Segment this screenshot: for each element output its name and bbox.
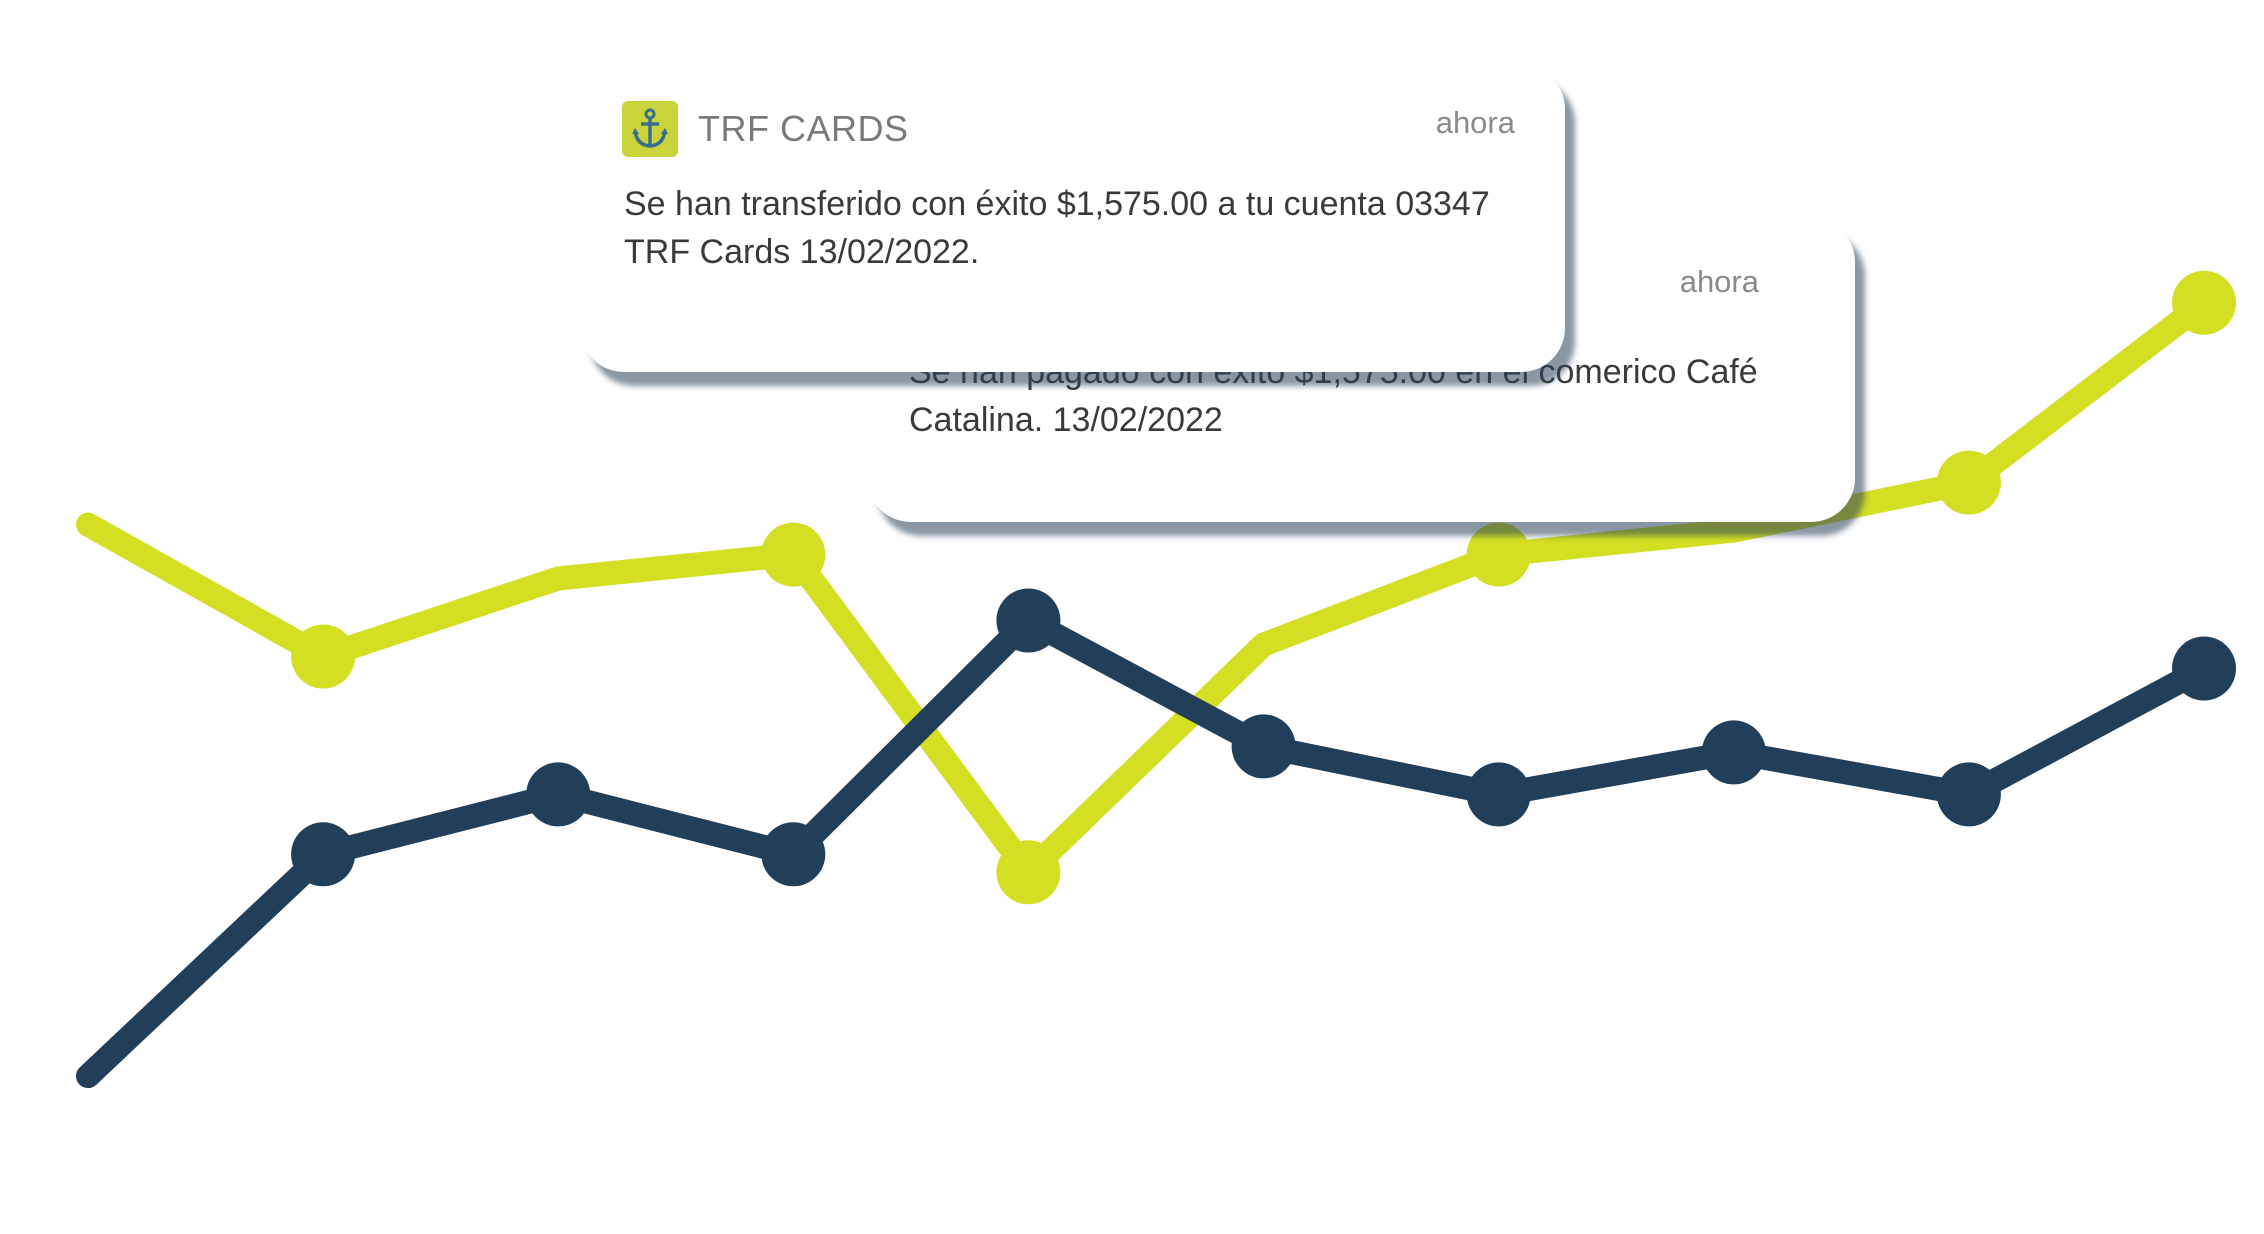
notification-message: Se han transferido con éxito $1,575.00 a… (624, 185, 1490, 271)
series-2-point-4 (761, 822, 826, 887)
series-2-point-9 (1936, 762, 2001, 827)
series-2-point-5 (996, 588, 1061, 653)
notification-time: ahora (1679, 264, 1759, 299)
series-1-point-5 (996, 840, 1061, 905)
series-1-point-2 (291, 624, 356, 689)
series-2-point-7 (1466, 762, 1531, 827)
series-2-point-3 (526, 762, 591, 827)
series-2 (76, 588, 2236, 1089)
series-2-point-10 (2172, 636, 2236, 701)
series-2-line (76, 608, 2216, 1089)
series-1 (76, 270, 2236, 905)
series-1-point-10 (2172, 270, 2236, 335)
series-1-point-7 (1466, 522, 1531, 587)
anchor-icon (622, 101, 678, 157)
notification-app-header: TRF CARDS (622, 101, 909, 157)
series-2-point-6 (1231, 714, 1296, 779)
notification-time: ahora (1435, 105, 1515, 140)
transfer-notification[interactable]: TRF CARDS ahora Se han transferido con é… (580, 65, 1565, 372)
series-2-point-2 (291, 822, 356, 887)
series-1-line (76, 290, 2216, 885)
notification-app-name: TRF CARDS (698, 108, 909, 149)
series-2-point-8 (1701, 720, 1766, 785)
series-1-point-9 (1936, 450, 2001, 515)
series-1-point-4 (761, 522, 826, 587)
